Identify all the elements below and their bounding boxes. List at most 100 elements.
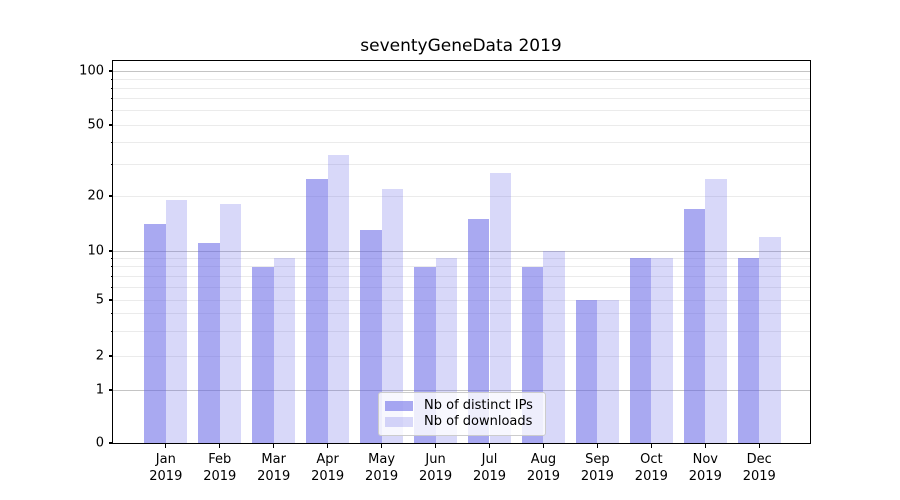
legend-swatch-downloads — [385, 417, 413, 427]
minor-gridline — [113, 78, 810, 80]
y-tick — [108, 250, 113, 252]
bar-sep-distinct-ips — [575, 300, 598, 443]
major-gridline — [113, 250, 810, 252]
x-tick-label-dec: Dec 2019 — [742, 452, 776, 484]
major-gridline — [113, 70, 810, 72]
y-minor-tick — [110, 78, 113, 80]
y-tick-label: 100 — [79, 63, 104, 79]
x-tick — [327, 443, 329, 448]
bar-oct-distinct-ips — [629, 258, 652, 443]
bar-jan-downloads — [165, 200, 188, 443]
y-tick — [108, 355, 113, 357]
x-tick — [434, 443, 437, 448]
legend-label-downloads: Nb of downloads — [424, 414, 533, 429]
x-tick-label-jul: Jul 2019 — [472, 452, 507, 484]
minor-gridline — [113, 110, 810, 112]
bar-aug-downloads — [543, 251, 566, 443]
chart-title: seventyGeneData 2019 — [360, 36, 562, 56]
legend: Nb of distinct IPs Nb of downloads — [378, 392, 546, 436]
bar-feb-downloads — [219, 204, 242, 443]
bar-jul-distinct-ips — [467, 218, 490, 443]
x-tick-label-jan: Jan 2019 — [149, 452, 183, 484]
y-minor-tick — [110, 98, 113, 100]
y-tick-label: 50 — [87, 117, 104, 133]
minor-gridline — [113, 257, 810, 259]
bar-feb-distinct-ips — [198, 243, 220, 443]
major-gridline — [113, 389, 810, 391]
y-minor-tick — [110, 257, 113, 259]
bar-oct-downloads — [651, 258, 673, 443]
y-tick — [108, 195, 113, 197]
bar-mar-downloads — [273, 258, 296, 443]
minor-gridline — [113, 141, 810, 143]
x-tick — [758, 443, 760, 448]
legend-label-distinct-ips: Nb of distinct IPs — [424, 398, 533, 413]
bar-apr-downloads — [327, 154, 350, 443]
x-tick — [542, 443, 545, 448]
x-tick-label-jun: Jun 2019 — [419, 452, 453, 484]
minor-gridline — [113, 195, 810, 197]
bar-sep-downloads — [597, 300, 619, 443]
y-minor-tick — [110, 286, 113, 288]
minor-gridline — [113, 87, 810, 89]
minor-gridline — [113, 355, 810, 357]
bar-apr-distinct-ips — [306, 178, 328, 443]
x-tick-label-aug: Aug 2019 — [526, 452, 560, 484]
bar-nov-downloads — [705, 178, 727, 443]
y-minor-tick — [110, 164, 113, 166]
bar-may-distinct-ips — [360, 230, 382, 443]
bar-nov-distinct-ips — [683, 208, 706, 443]
legend-swatch-distinct-ips — [385, 401, 413, 411]
x-tick — [219, 443, 221, 448]
y-tick-label: 2 — [95, 348, 104, 364]
x-tick-label-oct: Oct 2019 — [634, 452, 668, 484]
minor-gridline — [113, 266, 810, 268]
y-tick-label: 1 — [95, 382, 104, 398]
y-tick — [108, 70, 113, 72]
x-tick — [596, 443, 598, 448]
y-minor-tick — [110, 266, 113, 268]
y-tick — [108, 299, 113, 301]
minor-gridline — [113, 330, 810, 332]
x-tick — [381, 443, 383, 448]
y-minor-tick — [110, 330, 113, 332]
x-tick — [488, 443, 491, 448]
minor-gridline — [113, 313, 810, 315]
legend-item-downloads: Nb of downloads — [385, 414, 537, 430]
x-tick-label-mar: Mar 2019 — [257, 452, 291, 484]
bar-dec-distinct-ips — [737, 258, 760, 443]
y-tick-label: 0 — [95, 435, 104, 451]
y-minor-tick — [110, 313, 113, 315]
x-tick-label-feb: Feb 2019 — [203, 452, 237, 484]
y-tick — [108, 442, 113, 444]
bar-jan-distinct-ips — [144, 224, 166, 443]
y-minor-tick — [110, 275, 113, 277]
x-tick-label-sep: Sep 2019 — [580, 452, 614, 484]
x-tick — [273, 443, 275, 448]
minor-gridline — [113, 164, 810, 166]
x-tick — [704, 443, 706, 448]
x-tick-label-may: May 2019 — [365, 452, 399, 484]
legend-item-distinct-ips: Nb of distinct IPs — [385, 398, 537, 414]
x-tick — [650, 443, 652, 448]
minor-gridline — [113, 286, 810, 288]
y-tick-label: 5 — [95, 292, 104, 308]
minor-gridline — [113, 299, 810, 301]
y-tick — [108, 389, 113, 391]
minor-gridline — [113, 124, 810, 126]
y-tick-label: 20 — [87, 188, 104, 204]
y-minor-tick — [110, 87, 113, 89]
y-minor-tick — [110, 141, 113, 143]
minor-gridline — [113, 98, 810, 100]
x-tick-label-apr: Apr 2019 — [311, 452, 345, 484]
bar-jul-downloads — [489, 172, 512, 443]
y-tick-label: 10 — [87, 243, 104, 259]
bar-mar-distinct-ips — [252, 266, 274, 443]
minor-gridline — [113, 275, 810, 277]
bar-may-downloads — [381, 188, 404, 443]
y-minor-tick — [110, 110, 113, 112]
bar-dec-downloads — [759, 236, 781, 443]
x-tick — [165, 443, 167, 448]
y-tick — [108, 124, 113, 126]
